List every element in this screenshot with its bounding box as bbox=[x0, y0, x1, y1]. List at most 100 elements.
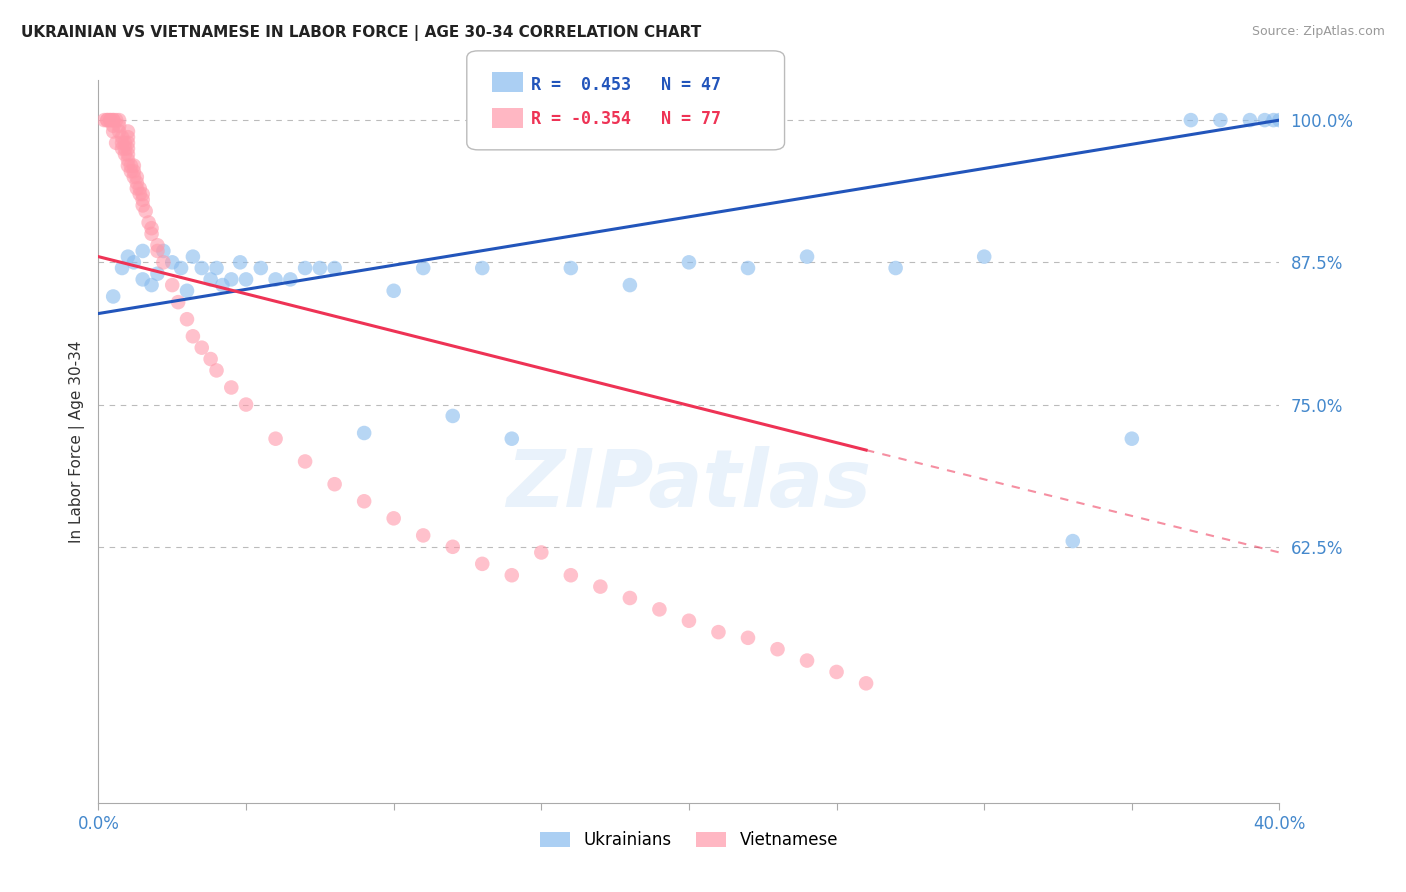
Point bbox=[280, 272, 302, 286]
Point bbox=[678, 614, 700, 628]
Point bbox=[191, 341, 214, 355]
Point bbox=[323, 477, 346, 491]
Point bbox=[737, 631, 759, 645]
Point bbox=[122, 159, 145, 173]
Point bbox=[108, 113, 131, 128]
Point bbox=[200, 272, 222, 286]
Point bbox=[135, 204, 157, 219]
Point bbox=[96, 113, 118, 128]
Point bbox=[1268, 113, 1291, 128]
Point bbox=[412, 260, 434, 275]
Point bbox=[114, 147, 136, 161]
Point bbox=[501, 568, 523, 582]
Point bbox=[294, 260, 316, 275]
Point bbox=[176, 284, 198, 298]
Text: R =  0.453   N = 47: R = 0.453 N = 47 bbox=[531, 76, 721, 94]
Point bbox=[111, 136, 134, 150]
Point bbox=[678, 255, 700, 269]
Point bbox=[103, 119, 125, 133]
Point bbox=[353, 425, 375, 440]
Point bbox=[105, 136, 128, 150]
Point bbox=[103, 289, 125, 303]
Point bbox=[146, 238, 169, 252]
Point bbox=[264, 272, 287, 286]
Point bbox=[560, 260, 582, 275]
Point bbox=[128, 181, 150, 195]
Point bbox=[441, 409, 464, 423]
Point bbox=[796, 654, 818, 668]
Point bbox=[1209, 113, 1232, 128]
Legend: Ukrainians, Vietnamese: Ukrainians, Vietnamese bbox=[533, 824, 845, 856]
Y-axis label: In Labor Force | Age 30-34: In Labor Force | Age 30-34 bbox=[69, 340, 84, 543]
Point bbox=[530, 545, 553, 559]
Point bbox=[382, 284, 405, 298]
Point bbox=[855, 676, 877, 690]
Point bbox=[229, 255, 252, 269]
Point bbox=[589, 580, 612, 594]
Point bbox=[167, 295, 190, 310]
Point bbox=[132, 193, 155, 207]
Point bbox=[117, 142, 139, 156]
Point bbox=[235, 272, 257, 286]
Point bbox=[250, 260, 273, 275]
Point bbox=[766, 642, 789, 657]
Point bbox=[128, 187, 150, 202]
Point bbox=[412, 528, 434, 542]
Text: ZIPatlas: ZIPatlas bbox=[506, 446, 872, 524]
Point bbox=[132, 187, 155, 202]
Point bbox=[146, 267, 169, 281]
Point bbox=[141, 227, 163, 241]
Point bbox=[120, 159, 142, 173]
Point bbox=[205, 260, 228, 275]
Point bbox=[619, 591, 641, 605]
Point bbox=[141, 221, 163, 235]
Point bbox=[170, 260, 193, 275]
Text: Source: ZipAtlas.com: Source: ZipAtlas.com bbox=[1251, 25, 1385, 38]
Point bbox=[108, 124, 131, 138]
Point bbox=[117, 153, 139, 167]
Point bbox=[471, 260, 494, 275]
Point bbox=[1062, 534, 1084, 549]
Point bbox=[122, 169, 145, 184]
Point bbox=[105, 113, 128, 128]
Point bbox=[122, 164, 145, 178]
Point bbox=[205, 363, 228, 377]
Point bbox=[796, 250, 818, 264]
Point bbox=[191, 260, 214, 275]
Point bbox=[132, 198, 155, 212]
Point bbox=[294, 454, 316, 468]
Point bbox=[114, 142, 136, 156]
Point bbox=[141, 278, 163, 293]
Point bbox=[162, 255, 183, 269]
Point bbox=[176, 312, 198, 326]
Point bbox=[93, 113, 115, 128]
Point bbox=[221, 380, 243, 394]
Point bbox=[1254, 113, 1277, 128]
Point bbox=[884, 260, 907, 275]
Point bbox=[707, 625, 730, 640]
Point bbox=[235, 398, 257, 412]
Point bbox=[309, 260, 332, 275]
Point bbox=[125, 169, 148, 184]
Point bbox=[648, 602, 671, 616]
Point bbox=[103, 113, 125, 128]
Point bbox=[117, 159, 139, 173]
Point bbox=[973, 250, 995, 264]
Point bbox=[1180, 113, 1202, 128]
Point bbox=[111, 130, 134, 145]
Point bbox=[152, 244, 174, 258]
Point bbox=[200, 352, 222, 367]
Point bbox=[146, 244, 169, 258]
Point bbox=[108, 119, 131, 133]
Point bbox=[737, 260, 759, 275]
Point bbox=[264, 432, 287, 446]
Point bbox=[117, 124, 139, 138]
Point bbox=[111, 260, 134, 275]
Point bbox=[1263, 113, 1285, 128]
Point bbox=[211, 278, 233, 293]
Point bbox=[96, 113, 118, 128]
Point bbox=[353, 494, 375, 508]
Point bbox=[1121, 432, 1143, 446]
Point bbox=[120, 164, 142, 178]
Point bbox=[98, 113, 121, 128]
